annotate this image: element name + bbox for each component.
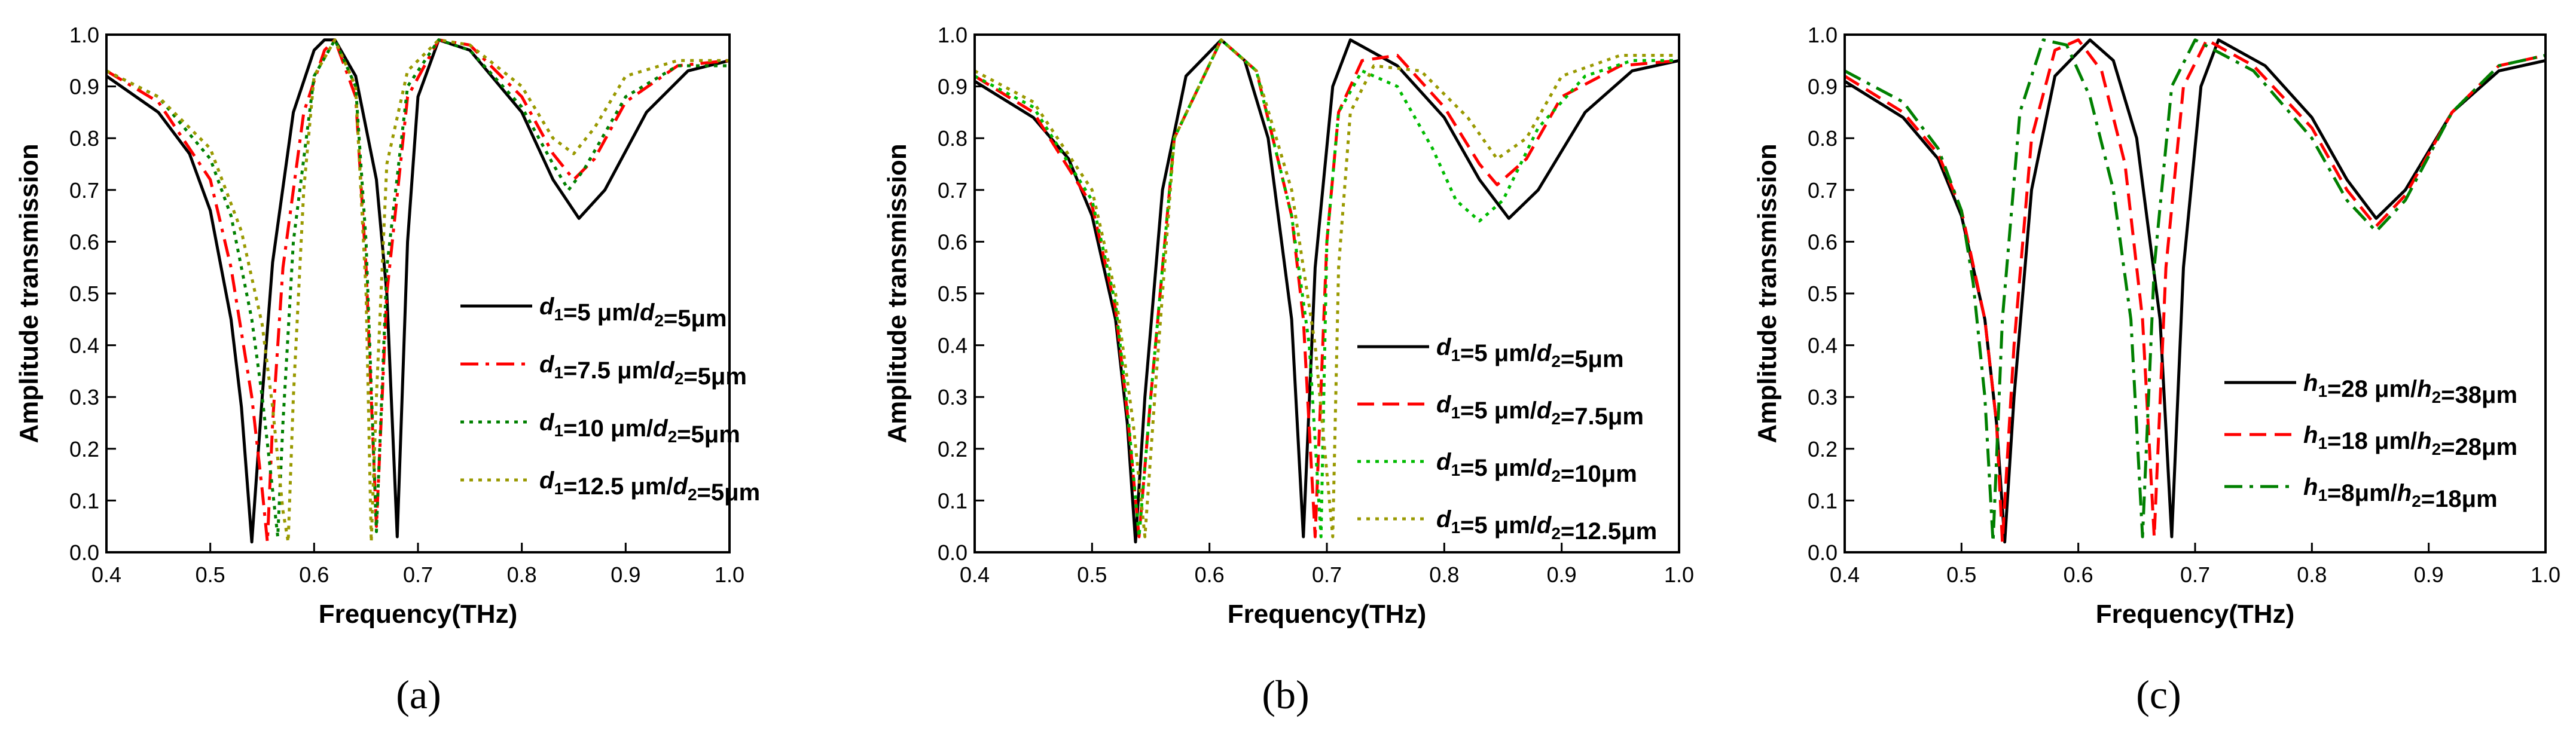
y-tick-label: 0.4 <box>1808 334 1838 358</box>
y-axis-title: Amplitude transmission <box>14 143 44 443</box>
legend: h1=28 μm/h2=38μm h1=18 μm/h2=28μm h1=8μm/h… <box>2224 370 2517 512</box>
x-tick-label: 0.7 <box>1312 562 1342 587</box>
y-tick-label: 0.7 <box>69 178 99 203</box>
chart-panel-1: 0.4 0.5 0.6 0.7 0.8 0.9 1.0 0.0 0.1 0.2 0.3 0.4 0.5 0… <box>14 23 760 717</box>
panel-label: (c) <box>2136 672 2181 717</box>
series-line-1 <box>106 38 730 544</box>
legend-entry-3: d1=5 μm/d2=10μm <box>1436 449 1637 487</box>
series-line-3 <box>1845 38 2546 544</box>
y-tick-label: 1.0 <box>938 23 967 47</box>
y-tick-label: 0.5 <box>938 282 967 306</box>
x-tick-label: 0.7 <box>2180 562 2210 587</box>
x-axis-title: Frequency(THz) <box>1228 600 1426 629</box>
y-tick-label: 0.1 <box>1808 488 1838 513</box>
x-tick-label: 0.8 <box>507 562 537 587</box>
y-tick-label: 0.2 <box>1808 437 1838 461</box>
y-tick-label: 0.8 <box>1808 126 1838 151</box>
x-axis-title: Frequency(THz) <box>319 600 517 629</box>
series-line-3 <box>975 38 1679 539</box>
x-tick-label: 0.6 <box>1195 562 1225 587</box>
y-tick-label: 0.8 <box>69 126 99 151</box>
x-tick-label: 0.4 <box>1830 562 1860 587</box>
series-line-3 <box>106 38 730 539</box>
legend: d1=5 μm/d2=5μm d1=5 μm/d2=7.5μm d1=5 μm/d2… <box>1357 334 1657 545</box>
legend-entry-3: d1=10 μm/d2=5μm <box>539 409 740 448</box>
x-tick-label: 0.4 <box>960 562 990 587</box>
legend-entry-2: h1=18 μm/h2=28μm <box>2303 422 2517 460</box>
plot-frame <box>1844 33 2547 553</box>
x-tick-label: 0.7 <box>403 562 433 587</box>
chart-panel-2: 0.4 0.5 0.6 0.7 0.8 0.9 1.0 0.0 0.1 0.2 0.3 0.4 0.5 0… <box>883 23 1694 717</box>
y-tick-label: 0.4 <box>69 334 99 358</box>
legend-entry-1: h1=28 μm/h2=38μm <box>2303 370 2517 408</box>
y-tick-label: 0.8 <box>938 126 967 151</box>
y-axis-title: Amplitude transmission <box>883 143 912 443</box>
y-tick-label: 1.0 <box>69 23 99 47</box>
chart-panel-3: 0.4 0.5 0.6 0.7 0.8 0.9 1.0 0.0 0.1 0.2 0.3 0.4 0.5 0… <box>1753 23 2560 717</box>
y-tick-label: 0.0 <box>1808 540 1838 565</box>
x-tick-label: 0.9 <box>1547 562 1577 587</box>
legend-entry-2: d1=5 μm/d2=7.5μm <box>1436 392 1644 430</box>
y-tick-label: 0.7 <box>938 178 967 203</box>
x-tick-label: 1.0 <box>1664 562 1694 587</box>
legend-entry-3: h1=8μm/h2=18μm <box>2303 474 2498 512</box>
series-line-2 <box>1845 38 2546 544</box>
legend-entry-1: d1=5 μm/d2=5μm <box>1436 334 1624 372</box>
y-tick-label: 0.9 <box>938 75 967 99</box>
y-tick-label: 0.1 <box>938 488 967 513</box>
y-tick-label: 0.4 <box>938 334 967 358</box>
y-tick-label: 0.3 <box>1808 385 1838 409</box>
legend-entry-2: d1=7.5 μm/d2=5μm <box>539 351 747 390</box>
x-tick-label: 0.8 <box>2297 562 2327 587</box>
y-tick-label: 0.0 <box>69 540 99 565</box>
x-tick-label: 0.5 <box>1946 562 1976 587</box>
x-tick-label: 0.9 <box>611 562 640 587</box>
y-tick-label: 0.3 <box>938 385 967 409</box>
y-tick-label: 0.6 <box>938 230 967 254</box>
series-line-2 <box>975 38 1679 539</box>
y-tick-label: 0.0 <box>938 540 967 565</box>
y-axis-title: Amplitude transmission <box>1753 143 1782 443</box>
y-tick-label: 0.2 <box>938 437 967 461</box>
x-axis-title: Frequency(THz) <box>2096 600 2294 629</box>
y-tick-label: 0.6 <box>69 230 99 254</box>
y-tick-label: 0.5 <box>69 282 99 306</box>
series-line-4 <box>106 38 730 544</box>
legend-entry-4: d1=12.5 μm/d2=5μm <box>539 467 760 506</box>
x-tick-label: 1.0 <box>2531 562 2560 587</box>
x-tick-label: 0.6 <box>2064 562 2093 587</box>
x-tick-label: 0.6 <box>299 562 329 587</box>
y-tick-label: 0.7 <box>1808 178 1838 203</box>
x-tick-label: 0.5 <box>1077 562 1107 587</box>
y-tick-label: 0.5 <box>1808 282 1838 306</box>
legend-entry-4: d1=5 μm/d2=12.5μm <box>1436 506 1657 545</box>
y-tick-label: 0.6 <box>1808 230 1838 254</box>
y-tick-label: 0.9 <box>69 75 99 99</box>
y-tick-label: 0.9 <box>1808 75 1838 99</box>
x-tick-label: 0.4 <box>91 562 121 587</box>
y-tick-label: 1.0 <box>1808 23 1838 47</box>
x-tick-label: 0.9 <box>2414 562 2444 587</box>
series-line-1 <box>1845 38 2546 544</box>
y-tick-label: 0.2 <box>69 437 99 461</box>
x-tick-label: 0.5 <box>196 562 225 587</box>
panel-label: (b) <box>1262 672 1309 717</box>
legend: d1=5 μm/d2=5μm d1=7.5 μm/d2=5μm d1=10 μm/d… <box>460 293 760 506</box>
panel-label: (a) <box>396 672 441 717</box>
x-tick-label: 1.0 <box>715 562 744 587</box>
y-tick-label: 0.3 <box>69 385 99 409</box>
y-tick-label: 0.1 <box>69 488 99 513</box>
legend-entry-1: d1=5 μm/d2=5μm <box>539 293 727 332</box>
x-tick-label: 0.8 <box>1429 562 1459 587</box>
